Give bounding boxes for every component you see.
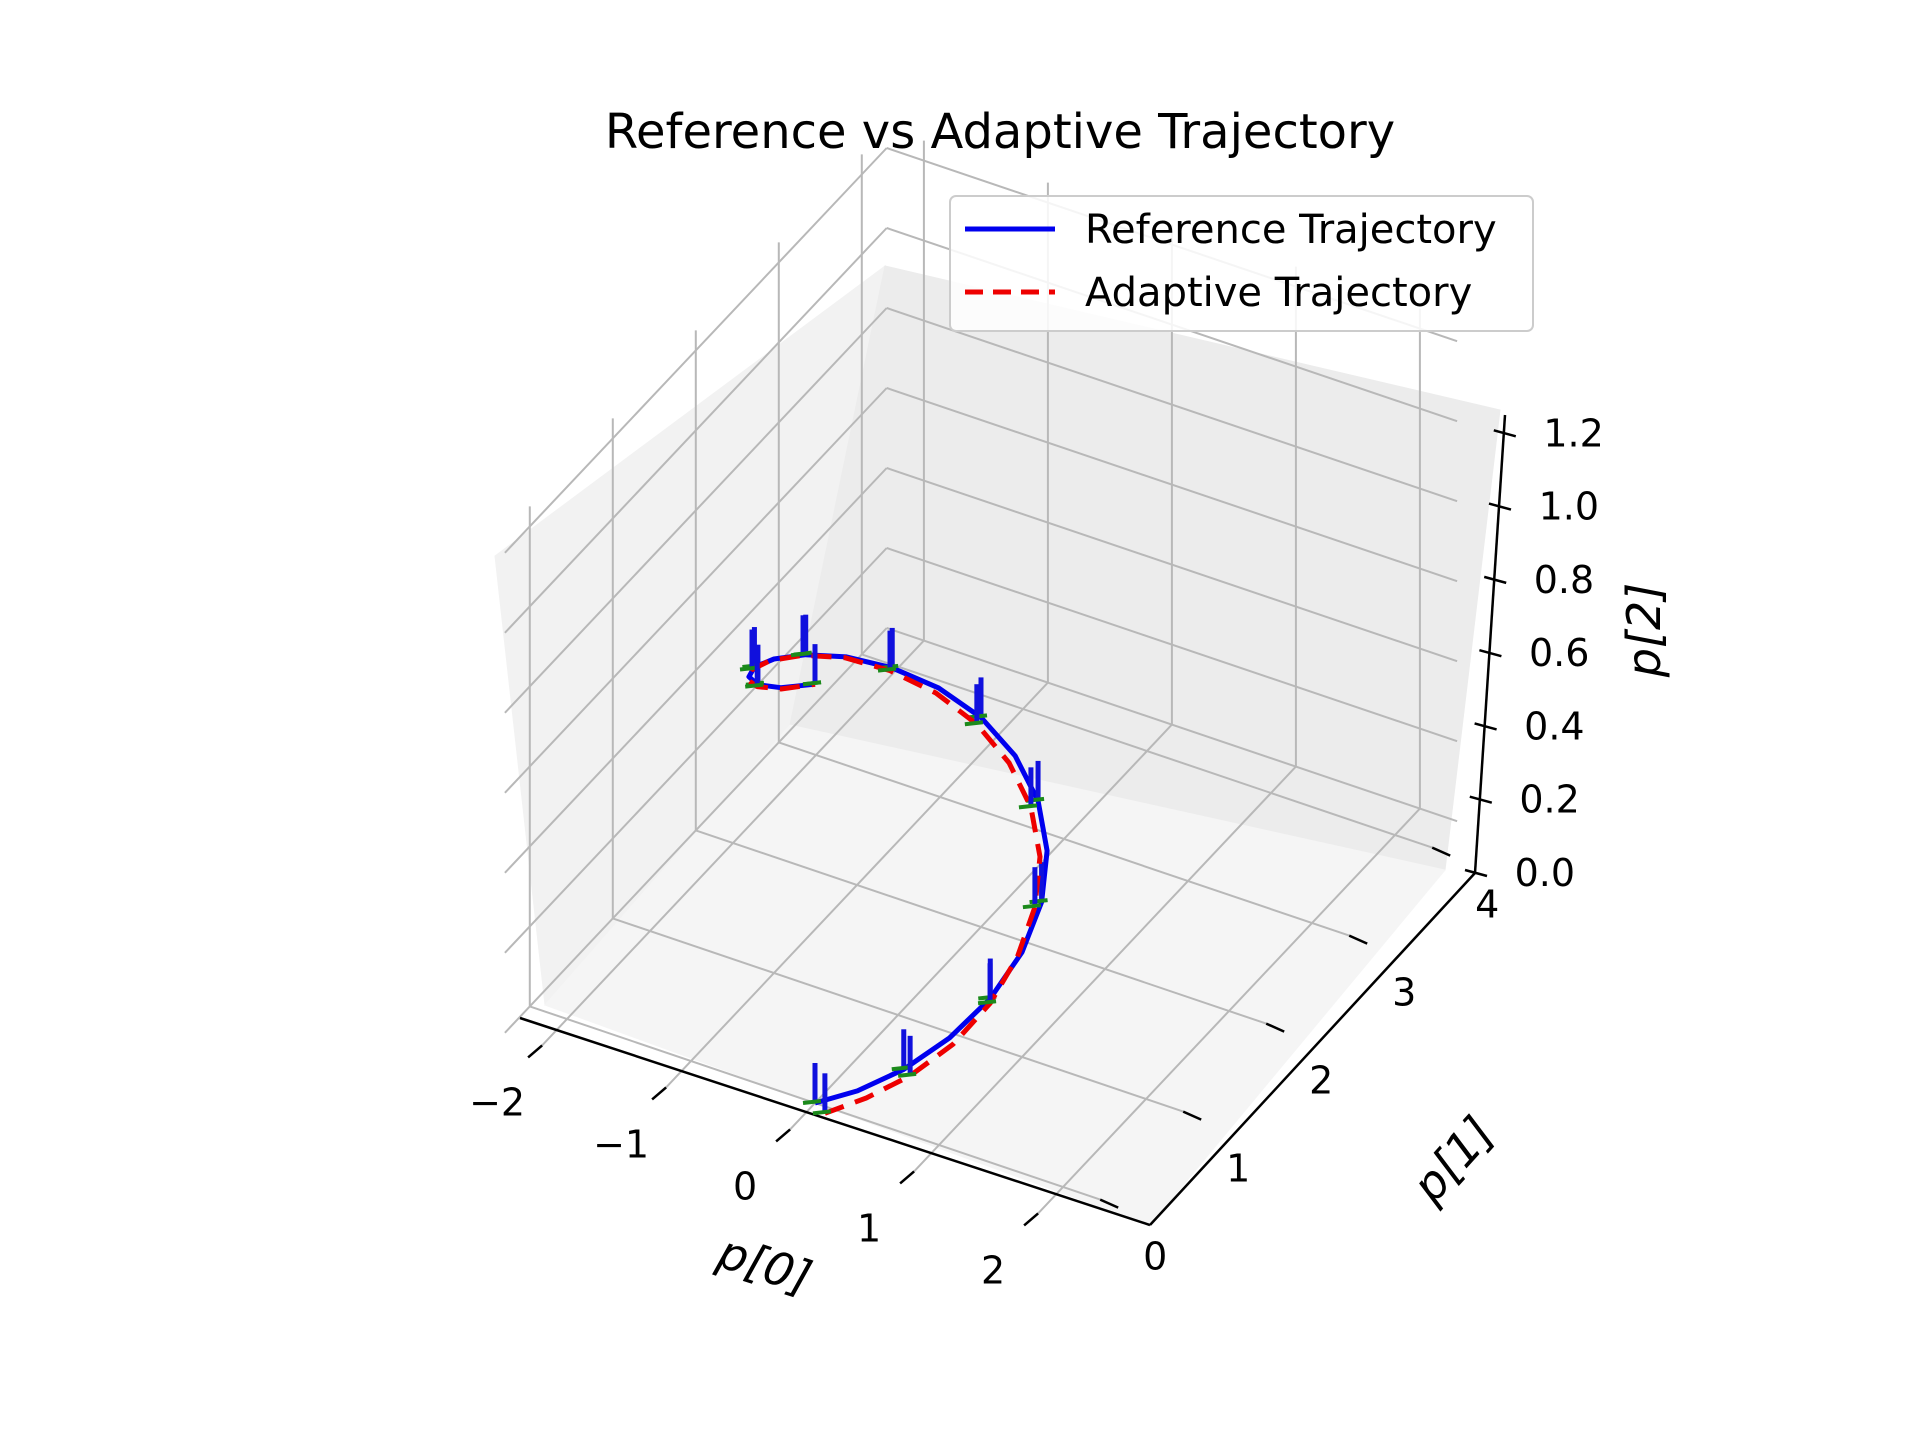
orientation-x-marker [744,682,764,689]
z-axis-ticks: 0.0 0.2 0.4 0.6 0.8 1.0 1.2 [1464,411,1604,895]
y-tick-mark [1265,1022,1285,1033]
y-axis-line [1149,872,1476,1226]
y-tick-label: 4 [1475,883,1499,927]
z-tick-label: 1.2 [1543,411,1603,455]
chart-title: Reference vs Adaptive Trajectory [605,104,1395,160]
orientation-x-marker [877,666,897,673]
orientation-x-marker [802,680,822,687]
series-line [744,652,1043,1116]
legend-box [949,195,1534,332]
orientation-x-marker [964,720,984,727]
y-tick-label: 1 [1226,1147,1250,1191]
x-tick-label: 0 [733,1164,757,1208]
z-tick-mark [1479,648,1502,658]
z-tick-mark [1488,502,1512,511]
x-tick-label: 2 [981,1248,1005,1292]
orientation-x-marker [977,999,997,1006]
y-tick-label: 2 [1309,1059,1333,1103]
z-tick-mark [1469,795,1493,804]
y-tick-mark [1182,1110,1202,1121]
grid-y-floor-4 [861,653,1433,849]
z-tick-mark [1483,575,1507,585]
grid-z-left-4 [504,307,888,714]
x-tick-mark [527,1044,543,1059]
legend: Reference Trajectory Adaptive Trajectory [949,195,1534,332]
grid-z-left-3 [504,387,888,794]
orientation-x-marker [1018,803,1038,810]
y-tick-label: 0 [1143,1235,1167,1279]
orientation-x-marker [1022,903,1042,910]
x-tick-mark [775,1128,791,1143]
grid-z-left-5 [504,227,888,634]
legend-label-adaptive: Adaptive Trajectory [1085,270,1472,316]
z-axis-line [1473,414,1507,874]
z-tick-mark [1464,868,1488,878]
y-axis-ticks: 0 1 2 3 4 [1099,846,1499,1279]
z-axis-label: p[2] [1617,583,1671,678]
orientation-x-marker [897,1071,917,1078]
x-tick-label: −2 [469,1080,525,1124]
orientation-x-marker [891,1065,910,1072]
y-tick-label: 3 [1392,971,1416,1015]
grid-z-left-1 [504,547,888,954]
x-tick-label: −1 [593,1122,649,1166]
grid-z-left-0 [504,627,888,1034]
z-tick-label: 0.8 [1534,558,1594,602]
grid-z-left-6 [504,147,888,554]
y-tick-mark [1348,934,1368,945]
y-tick-mark [1099,1198,1119,1209]
x-tick-mark [651,1086,667,1101]
x-tick-mark [1023,1212,1039,1227]
y-tick-mark [1431,846,1451,857]
series-layer [739,614,1050,1116]
grid-z-back-0 [886,627,1458,823]
orientation-x-marker [1029,898,1048,905]
x-axis-line [519,1016,1151,1227]
x-axis-ticks: −2 −1 0 1 2 [469,1044,1039,1292]
series-1 [739,615,1043,1116]
grid-z-left-2 [504,467,888,874]
z-tick-mark [1474,722,1497,731]
grid-z-back-1 [886,547,1458,743]
grid-y-floor-3 [778,741,1350,937]
z-tick-label: 0.2 [1519,778,1579,822]
x-axis-label: p[0] [711,1224,818,1305]
x-tick-mark [899,1170,915,1185]
z-tick-label: 0.4 [1524,704,1584,748]
orientation-x-marker [812,1109,832,1116]
grid-y-floor-2 [695,829,1267,1025]
grid-z-back-4 [886,307,1458,503]
y-axis-label: p[1] [1401,1106,1505,1213]
z-tick-label: 0.6 [1529,631,1589,675]
legend-label-reference: Reference Trajectory [1085,207,1497,253]
z-tick-label: 1.0 [1539,485,1599,529]
grid-y-floor-1 [612,917,1184,1113]
x-tick-label: 1 [857,1206,881,1250]
grid-z-back-3 [886,387,1458,583]
orientation-x-marker [802,1099,822,1105]
grid-z-back-2 [886,467,1458,663]
orientation-x-marker [790,651,810,658]
z-tick-label: 0.0 [1515,851,1575,895]
z-tick-mark [1493,429,1517,438]
